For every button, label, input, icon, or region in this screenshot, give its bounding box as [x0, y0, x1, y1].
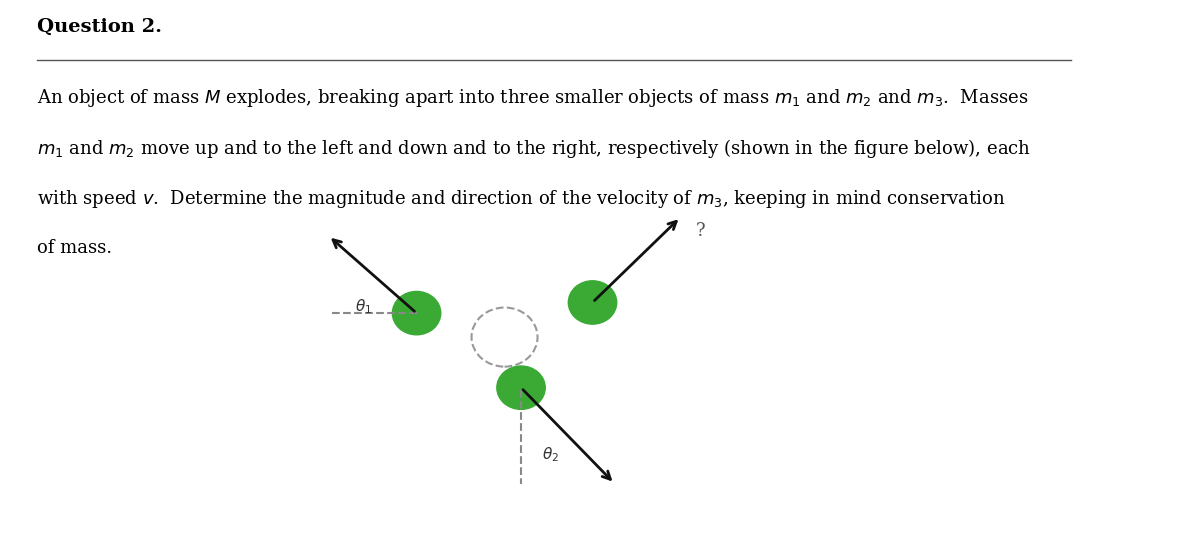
- Text: $\theta_2$: $\theta_2$: [542, 445, 559, 464]
- Text: $\theta_1$: $\theta_1$: [355, 298, 372, 316]
- Text: with speed $v$.  Determine the magnitude and direction of the velocity of $m_3$,: with speed $v$. Determine the magnitude …: [37, 188, 1006, 210]
- Text: $m_1$ and $m_2$ move up and to the left and down and to the right, respectively : $m_1$ and $m_2$ move up and to the left …: [37, 137, 1031, 160]
- Text: Question 2.: Question 2.: [37, 17, 162, 36]
- Ellipse shape: [569, 281, 617, 324]
- Text: of mass.: of mass.: [37, 239, 113, 256]
- Text: ?: ?: [696, 222, 706, 240]
- Text: An object of mass $M$ explodes, breaking apart into three smaller objects of mas: An object of mass $M$ explodes, breaking…: [37, 87, 1028, 109]
- Ellipse shape: [392, 292, 440, 335]
- Ellipse shape: [497, 366, 545, 410]
